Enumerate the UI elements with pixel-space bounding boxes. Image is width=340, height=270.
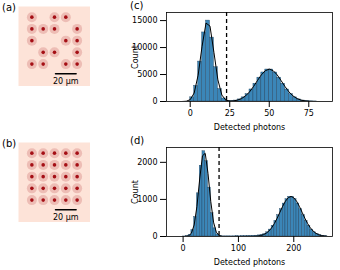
- svg-text:200: 200: [286, 244, 301, 253]
- svg-text:Detected photons: Detected photons: [214, 258, 286, 267]
- svg-text:10000: 10000: [132, 43, 158, 53]
- svg-text:0: 0: [188, 109, 193, 118]
- svg-text:75: 75: [304, 109, 314, 118]
- svg-text:0: 0: [152, 97, 157, 106]
- html-text:(b): (b): [2, 138, 17, 149]
- html-text:(a): (a): [2, 2, 16, 13]
- svg-text:0: 0: [181, 244, 186, 253]
- svg-text:20 μm: 20 μm: [53, 213, 79, 222]
- svg-text:2000: 2000: [137, 158, 157, 167]
- svg-text:15000: 15000: [132, 16, 157, 25]
- svg-text:0: 0: [152, 232, 157, 241]
- svg-text:20 μm: 20 μm: [53, 77, 79, 86]
- svg-text:50: 50: [264, 109, 274, 118]
- html-text:(c): (c): [130, 0, 144, 11]
- svg-text:5000: 5000: [137, 70, 157, 79]
- svg-text:Count: Count: [131, 180, 140, 204]
- svg-text:1000: 1000: [137, 195, 157, 204]
- svg-text:100: 100: [231, 244, 246, 253]
- svg-text:Detected photons: Detected photons: [214, 123, 286, 132]
- html-text:(d): (d): [130, 135, 145, 146]
- svg-text:25: 25: [225, 109, 235, 118]
- svg-text:Count: Count: [131, 45, 140, 69]
